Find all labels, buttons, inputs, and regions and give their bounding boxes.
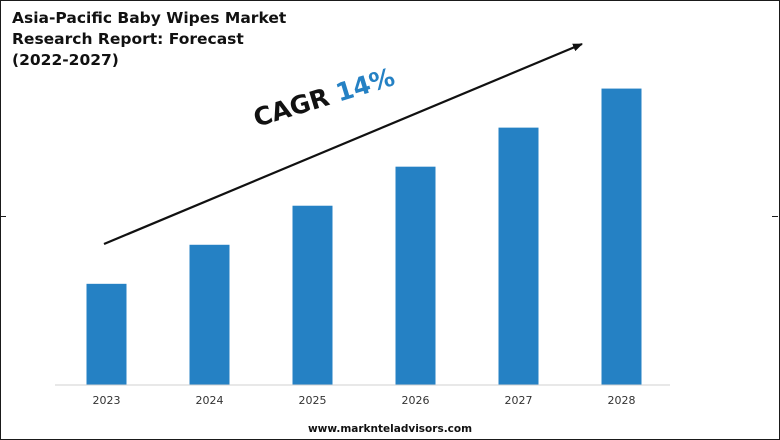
x-tick-label-2026: 2026 bbox=[402, 394, 430, 407]
bar-2028 bbox=[601, 88, 642, 385]
bar-series bbox=[86, 88, 642, 385]
x-tick-label-2024: 2024 bbox=[196, 394, 224, 407]
growth-arrow bbox=[103, 42, 583, 246]
footer-source: www.marknteladvisors.com bbox=[307, 423, 473, 435]
bar-2024 bbox=[189, 244, 230, 385]
right-edge-tick bbox=[772, 216, 778, 217]
title-line-1: Asia-Pacific Baby Wipes Market bbox=[12, 9, 287, 27]
title-line-3: (2022-2027) bbox=[12, 51, 119, 69]
x-tick-label-2023: 2023 bbox=[93, 394, 121, 407]
left-edge-tick bbox=[0, 216, 6, 217]
x-axis-ticks: 2023 2024 2025 2026 2027 2028 bbox=[93, 394, 636, 407]
bar-2025 bbox=[292, 205, 333, 385]
bar-2023 bbox=[86, 283, 127, 385]
title-line-2: Research Report: Forecast bbox=[12, 30, 244, 48]
x-tick-label-2028: 2028 bbox=[608, 394, 636, 407]
bar-2027 bbox=[498, 127, 539, 385]
x-tick-label-2025: 2025 bbox=[299, 394, 327, 407]
bar-2026 bbox=[395, 166, 436, 385]
chart-title: Asia-Pacific Baby Wipes Market Research … bbox=[12, 8, 332, 71]
x-tick-label-2027: 2027 bbox=[505, 394, 533, 407]
